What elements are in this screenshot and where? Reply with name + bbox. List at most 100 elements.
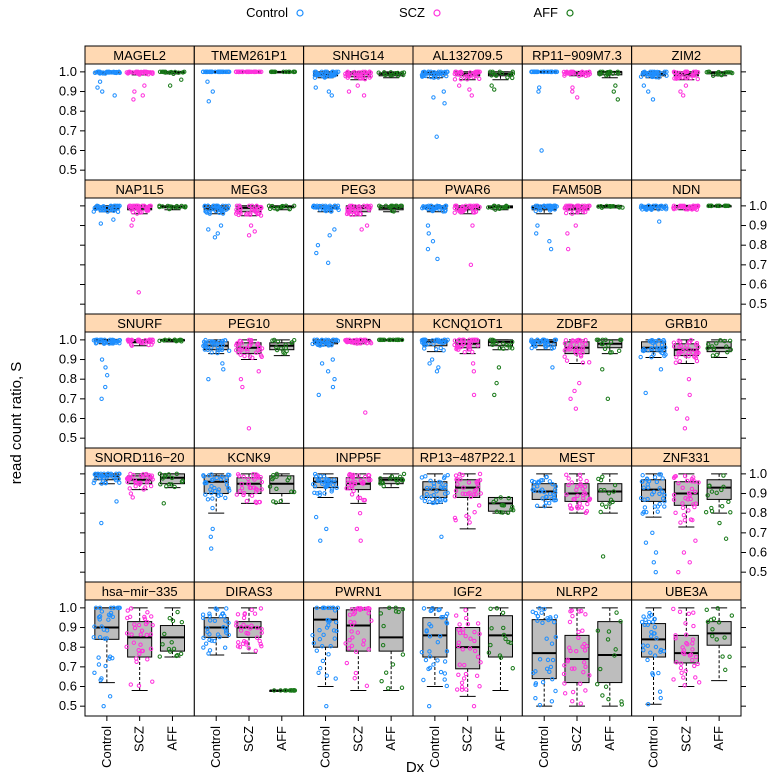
data-point <box>180 478 185 484</box>
points-control <box>638 203 669 224</box>
panel-frame <box>631 179 742 315</box>
data-point <box>109 70 114 75</box>
data-point <box>234 343 239 348</box>
data-point <box>237 644 243 650</box>
data-point <box>103 663 108 669</box>
points-control <box>202 203 231 240</box>
data-point <box>595 628 601 633</box>
legend: Control SCZ AFF <box>246 5 574 20</box>
data-point <box>363 204 369 210</box>
data-point <box>719 504 725 509</box>
data-point <box>362 474 368 480</box>
data-point <box>315 478 320 483</box>
data-point <box>562 691 568 696</box>
data-point <box>456 640 462 645</box>
x-tick-label: SCZ <box>241 726 256 752</box>
data-point <box>206 99 211 104</box>
data-point <box>246 426 252 431</box>
data-point <box>313 514 319 520</box>
data-point <box>357 76 363 81</box>
x-tick-label: SCZ <box>132 726 147 752</box>
data-point <box>583 342 588 347</box>
data-point <box>687 492 692 498</box>
data-point <box>583 688 588 693</box>
data-point <box>452 494 458 499</box>
data-point <box>686 340 692 345</box>
data-point <box>259 205 264 211</box>
data-point <box>578 354 584 359</box>
data-point <box>444 621 450 626</box>
data-point <box>168 649 173 654</box>
box-aff <box>597 607 623 707</box>
data-point <box>107 656 112 661</box>
data-point <box>108 605 114 611</box>
data-point <box>714 637 719 642</box>
y-tick-label: 1.0 <box>749 466 767 481</box>
data-point <box>689 479 695 484</box>
data-point <box>553 337 559 343</box>
data-point <box>532 343 538 349</box>
data-point <box>510 339 515 345</box>
data-point <box>671 203 677 209</box>
data-point <box>96 655 101 660</box>
data-point <box>278 346 284 351</box>
points-scz <box>124 606 155 688</box>
data-point <box>431 481 437 486</box>
data-point <box>321 474 327 479</box>
data-point <box>600 367 605 372</box>
data-point <box>466 515 471 520</box>
data-point <box>583 612 588 617</box>
data-point <box>219 347 225 353</box>
data-point <box>543 500 549 505</box>
points-aff <box>267 471 297 505</box>
data-point <box>694 340 700 346</box>
data-point <box>469 337 475 343</box>
data-point <box>324 673 330 678</box>
data-point <box>461 337 467 343</box>
data-point <box>682 426 688 431</box>
data-point <box>646 478 652 484</box>
data-point <box>347 612 353 617</box>
data-point <box>640 473 645 478</box>
data-point <box>101 703 106 709</box>
data-point <box>662 492 667 498</box>
points-scz <box>562 337 592 411</box>
data-point <box>104 636 109 641</box>
data-point <box>641 509 647 515</box>
data-point <box>92 624 97 629</box>
data-point <box>477 477 483 483</box>
data-point <box>182 69 187 75</box>
data-point <box>693 69 699 75</box>
data-point <box>431 662 436 667</box>
data-point <box>437 633 443 639</box>
data-point <box>320 658 326 664</box>
data-point <box>649 205 654 210</box>
data-point <box>544 69 550 75</box>
data-point <box>144 69 149 75</box>
data-point <box>106 617 111 622</box>
data-point <box>100 473 105 479</box>
data-point <box>475 621 481 626</box>
data-point <box>368 70 373 75</box>
data-point <box>577 472 583 478</box>
data-point <box>92 670 97 676</box>
data-point <box>212 235 218 240</box>
data-point <box>317 666 323 671</box>
panel-title: NLRP2 <box>556 584 598 599</box>
data-point <box>457 70 462 75</box>
data-point <box>707 69 712 75</box>
data-point <box>505 75 510 80</box>
data-point <box>638 74 644 79</box>
data-point <box>508 640 513 646</box>
data-point <box>645 657 650 663</box>
data-point <box>608 339 614 345</box>
data-point <box>728 510 733 515</box>
data-point <box>104 628 110 633</box>
data-point <box>172 484 177 490</box>
data-point <box>430 605 435 611</box>
data-point <box>427 634 433 639</box>
data-point <box>380 642 386 648</box>
data-point <box>330 357 335 362</box>
data-point <box>128 682 134 687</box>
points-aff <box>488 337 515 398</box>
